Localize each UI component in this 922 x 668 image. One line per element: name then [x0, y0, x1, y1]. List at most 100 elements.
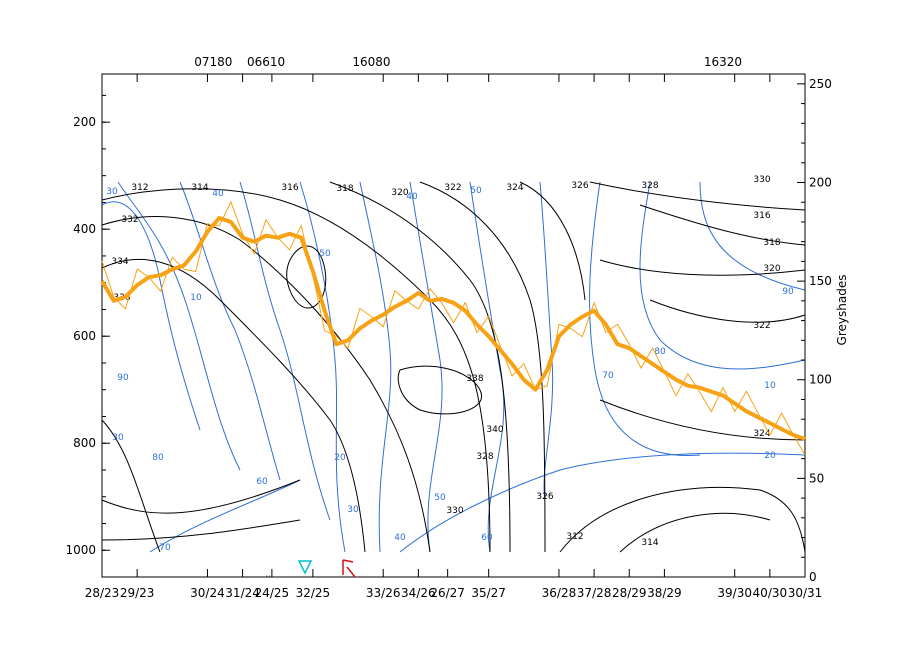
plot-frame: [101, 73, 806, 578]
series-line: [100, 216, 806, 441]
theta-contour-label: 320: [391, 188, 408, 198]
bottom-tick-label: 29/23: [120, 586, 155, 600]
theta-contour-label: 312: [566, 532, 583, 542]
humidity-contour: [239, 181, 331, 521]
bottom-tick-label: 33/26: [366, 586, 401, 600]
theta-contour: [589, 181, 806, 211]
humidity-contour: [589, 181, 701, 457]
theta-contour: [101, 479, 301, 514]
theta-contour: [101, 258, 366, 553]
bottom-tick-label: 34/26: [401, 586, 436, 600]
humidity-contour-label: 90: [782, 287, 794, 297]
humidity-contour: [179, 181, 281, 481]
theta-contour: [419, 181, 546, 553]
theta-contour-label: 324: [753, 429, 770, 439]
bottom-tick-label: 39/30: [717, 586, 752, 600]
left-tick-label: 600: [73, 329, 96, 343]
bottom-tick-label: 40/30: [753, 586, 788, 600]
contour-labels: 312 314 316 318 320 322 324 326 3283303323343363…: [106, 175, 794, 553]
station-label: 16320: [704, 55, 742, 69]
right-axis: 0 50 100 150 200 250: [797, 77, 832, 584]
humidity-contour-label: 20: [334, 453, 346, 463]
humidity-contour-label: 20: [764, 451, 776, 461]
bottom-tick-label: 32/25: [296, 586, 331, 600]
humidity-contour: [359, 181, 392, 553]
right-tick-label: 100: [809, 373, 832, 387]
theta-contour-label: 340: [486, 425, 503, 435]
humidity-contour: [149, 479, 301, 553]
humidity-contour-label: 70: [159, 543, 171, 553]
humidity-contour-label: 30: [347, 505, 359, 515]
bottom-tick-label: 30/24: [190, 586, 225, 600]
theta-contour-label: 316: [753, 211, 770, 221]
right-tick-label: 0: [809, 570, 817, 584]
theta-contour-label: 330: [446, 506, 463, 516]
theta-contour: [101, 519, 301, 541]
humidity-contour: [469, 181, 505, 553]
humidity-contour: [409, 181, 443, 553]
theta-contour: [599, 259, 806, 276]
theta-contour-label: 328: [641, 181, 658, 191]
theta-contour-label: 338: [466, 374, 483, 384]
theta-contour: [101, 216, 431, 553]
theta-contour-label: 326: [571, 181, 588, 191]
bottom-tick-label: 38/29: [647, 586, 682, 600]
theta-contour-label: 330: [753, 175, 770, 185]
bottom-tick-label: 24/25: [255, 586, 290, 600]
theta-contour: [101, 188, 491, 553]
humidity-contour: [639, 181, 806, 370]
station-label: 07180: [194, 55, 232, 69]
theta-contour-label: 322: [444, 183, 461, 193]
left-tick-label: 400: [73, 222, 96, 236]
humidity-contour-label: 10: [764, 381, 776, 391]
front-markers: ··: [265, 559, 356, 582]
right-tick-label: 250: [809, 77, 832, 91]
humidity-contour-label: 50: [470, 186, 482, 196]
humidity-contour: [299, 181, 346, 553]
theta-contour: [619, 512, 771, 553]
bottom-tick-label: 26/27: [430, 586, 465, 600]
theta-contour-label: 324: [506, 183, 523, 193]
bottom-tick-label: 36/28: [542, 586, 577, 600]
left-tick-label: 1000: [65, 543, 96, 557]
theta-contour-label: 320: [763, 264, 780, 274]
humidity-contour-label: 60: [481, 533, 493, 543]
theta-contour-label: 318: [336, 184, 353, 194]
humidity-contour-label: 80: [152, 453, 164, 463]
theta-contour: [286, 245, 327, 309]
contour-field: [101, 181, 806, 553]
humidity-contour-label: 10: [190, 293, 202, 303]
theta-contour: [329, 181, 511, 553]
humidity-contour-label: 90: [117, 373, 129, 383]
theta-contour-label: 312: [131, 183, 148, 193]
humidity-contour-label: 50: [434, 493, 446, 503]
right-tick-label: 150: [809, 274, 832, 288]
theta-contour-label: 314: [191, 183, 208, 193]
bottom-tick-label: 31/24: [225, 586, 260, 600]
right-tick-label: 200: [809, 175, 832, 189]
station-label: 06610: [247, 55, 285, 69]
humidity-contour-label: 40: [212, 189, 224, 199]
humidity-contour: [399, 452, 806, 553]
theta-contour-label: 328: [476, 452, 493, 462]
top-station-labels: 07180 06610 16080 16320: [194, 55, 742, 69]
bottom-tick-label: 35/27: [471, 586, 506, 600]
theta-contour-label: 334: [111, 257, 128, 267]
humidity-contour-label: 30: [106, 187, 118, 197]
humidity-contour-label: 70: [602, 371, 614, 381]
cyan-triangle-icon: [297, 560, 313, 575]
bottom-tick-label: 28/23: [85, 586, 120, 600]
theta-contour: [559, 487, 806, 553]
left-axis: 200 400 600 800 1000: [65, 94, 110, 578]
theta-contour-label: 318: [763, 238, 780, 248]
series-group: [100, 200, 806, 456]
theta-contour: [519, 181, 586, 301]
theta-contour: [639, 204, 806, 246]
bottom-tick-label: 37/28: [577, 586, 612, 600]
theta-contour-label: 326: [536, 492, 553, 502]
series-thin-trace: [101, 200, 806, 456]
bottom-tick-label: 28/29: [612, 586, 647, 600]
